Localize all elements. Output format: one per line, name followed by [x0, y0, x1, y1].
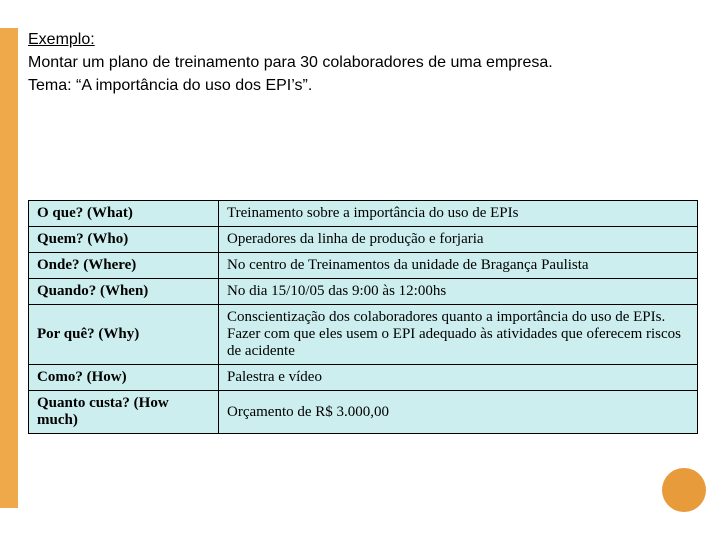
row-value: Orçamento de R$ 3.000,00: [219, 391, 698, 434]
example-label: Exemplo:: [28, 31, 95, 48]
header-line-1: Montar um plano de treinamento para 30 c…: [28, 54, 553, 71]
row-value: Palestra e vídeo: [219, 365, 698, 391]
table-row: O que? (What) Treinamento sobre a import…: [29, 201, 698, 227]
corner-circle-icon: [662, 468, 706, 512]
row-label: Por quê? (Why): [29, 305, 219, 365]
table-row: Por quê? (Why) Conscientização dos colab…: [29, 305, 698, 365]
table-row: Onde? (Where) No centro de Treinamentos …: [29, 253, 698, 279]
row-value: Conscientização dos colaboradores quanto…: [219, 305, 698, 365]
row-label: O que? (What): [29, 201, 219, 227]
row-value: No centro de Treinamentos da unidade de …: [219, 253, 698, 279]
table-row: Quanto custa? (How much) Orçamento de R$…: [29, 391, 698, 434]
row-value: Operadores da linha de produção e forjar…: [219, 227, 698, 253]
table-row: Como? (How) Palestra e vídeo: [29, 365, 698, 391]
row-value: Treinamento sobre a importância do uso d…: [219, 201, 698, 227]
row-label: Como? (How): [29, 365, 219, 391]
accent-bar: [0, 28, 18, 508]
row-label: Onde? (Where): [29, 253, 219, 279]
row-label: Quem? (Who): [29, 227, 219, 253]
table-row: Quando? (When) No dia 15/10/05 das 9:00 …: [29, 279, 698, 305]
row-label: Quando? (When): [29, 279, 219, 305]
slide: Exemplo: Montar um plano de treinamento …: [0, 0, 720, 540]
table-row: Quem? (Who) Operadores da linha de produ…: [29, 227, 698, 253]
plan-table-wrap: O que? (What) Treinamento sobre a import…: [28, 200, 698, 434]
row-label: Quanto custa? (How much): [29, 391, 219, 434]
header-line-2: Tema: “A importância do uso dos EPI’s”.: [28, 77, 312, 94]
header-block: Exemplo: Montar um plano de treinamento …: [28, 28, 700, 98]
plan-table: O que? (What) Treinamento sobre a import…: [28, 200, 698, 434]
row-value: No dia 15/10/05 das 9:00 às 12:00hs: [219, 279, 698, 305]
